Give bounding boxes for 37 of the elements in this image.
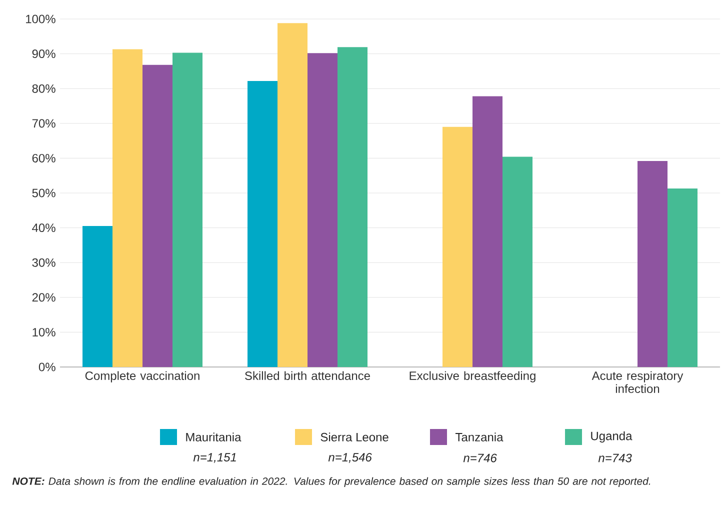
text: n=1,546: [328, 453, 372, 463]
y-tick-label: 30%: [32, 258, 56, 267]
y-tick-label: 0%: [38, 362, 56, 372]
bar: [172, 52, 202, 367]
bar: [82, 226, 112, 367]
x-tick-label: Acute respiratory infection: [592, 371, 684, 394]
bar: [668, 188, 698, 367]
legend-label: Tanzania: [455, 432, 504, 442]
y-tick-label: 80%: [32, 84, 56, 93]
bar: [338, 47, 368, 367]
x-tick-label: Skilled birth attendance: [245, 371, 370, 380]
bar: [278, 23, 308, 367]
y-tick-label: 40%: [32, 224, 56, 232]
text: n=746: [463, 454, 497, 462]
bar: [142, 64, 172, 367]
y-tick-label: 10%: [32, 328, 56, 336]
text: n=743: [598, 454, 632, 462]
bar: [308, 53, 338, 367]
y-tick-label: 70%: [32, 119, 56, 128]
text: NOTE: Data shown is from the endline evaluation in 2022. Values for prevalence based on sample sizes less than 50 are not reported.: [12, 477, 650, 487]
bar: [638, 160, 668, 367]
y-tick-label: 100%: [26, 14, 56, 24]
legend-label: Sierra Leone: [320, 432, 388, 442]
text: n=1,151: [193, 453, 236, 463]
legend-label: Mauritania: [186, 432, 242, 442]
bar: [248, 80, 278, 367]
x-tick-label: Complete vaccination: [85, 371, 200, 382]
legend-label: Uganda: [591, 431, 632, 443]
y-tick-label: 60%: [32, 154, 56, 162]
x-tick-label: Exclusive breastfeeding: [410, 371, 536, 382]
y-tick-label: 20%: [32, 293, 56, 302]
bar: [112, 49, 142, 367]
y-tick-label: 90%: [32, 50, 56, 58]
bar: [442, 126, 472, 367]
y-tick-label: 50%: [32, 188, 56, 198]
bar: [502, 156, 533, 367]
bar: [472, 96, 503, 367]
